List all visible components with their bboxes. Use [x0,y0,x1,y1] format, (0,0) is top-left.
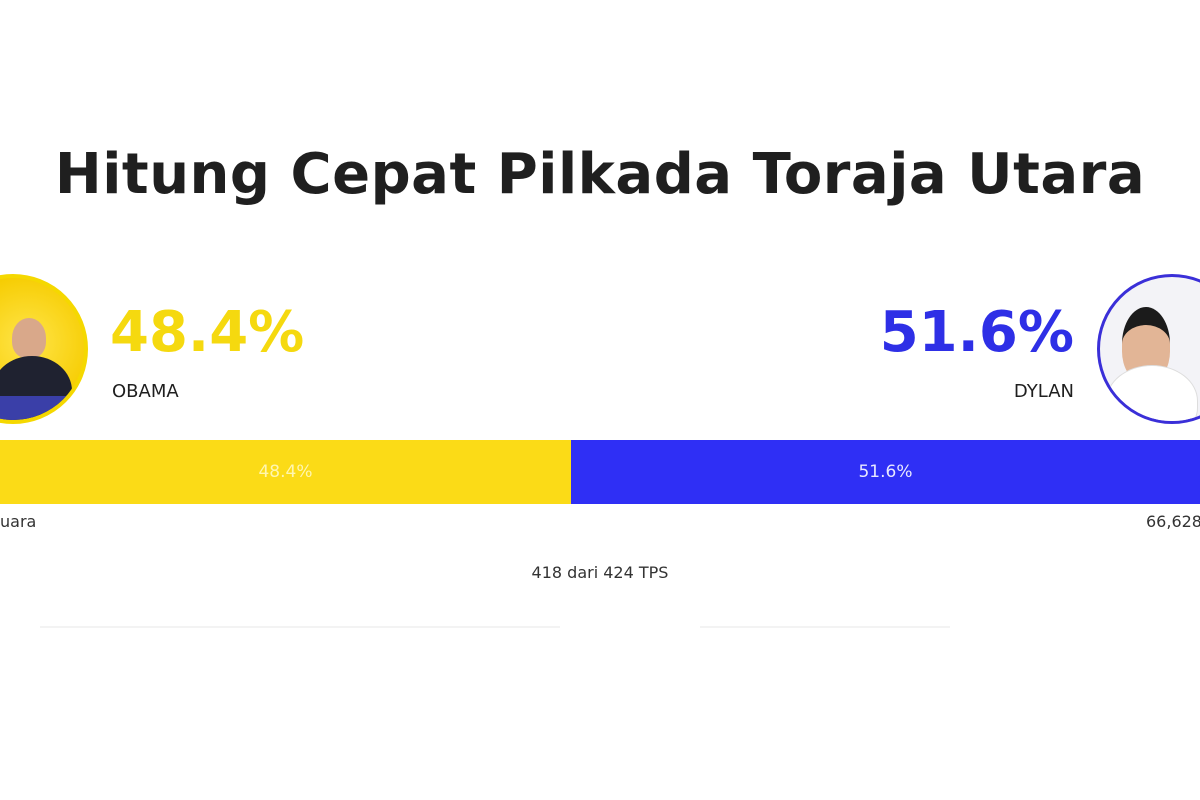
candidate-percent-dylan: 51.6% [879,300,1074,365]
page-title: Hitung Cepat Pilkada Toraja Utara [54,142,1146,207]
candidate-name-obama: OBAMA [112,381,179,402]
votes-obama: uara [0,512,37,531]
result-bar: 48.4% 51.6% [0,440,1200,504]
divider [40,626,560,628]
bar-label-obama: 48.4% [258,462,313,482]
votes-dylan: 66,628 [1146,512,1200,531]
bar-label-dylan: 51.6% [858,462,913,482]
candidate-photo-dylan [1097,274,1200,424]
candidate-name-dylan: DYLAN [1013,381,1074,402]
tps-progress: 418 dari 424 TPS [531,563,669,582]
candidate-percent-obama: 48.4% [110,300,305,365]
candidate-photo-obama [0,274,88,424]
bar-segment-obama: 48.4% [0,440,571,504]
bar-segment-dylan: 51.6% [571,440,1200,504]
divider [700,626,950,628]
